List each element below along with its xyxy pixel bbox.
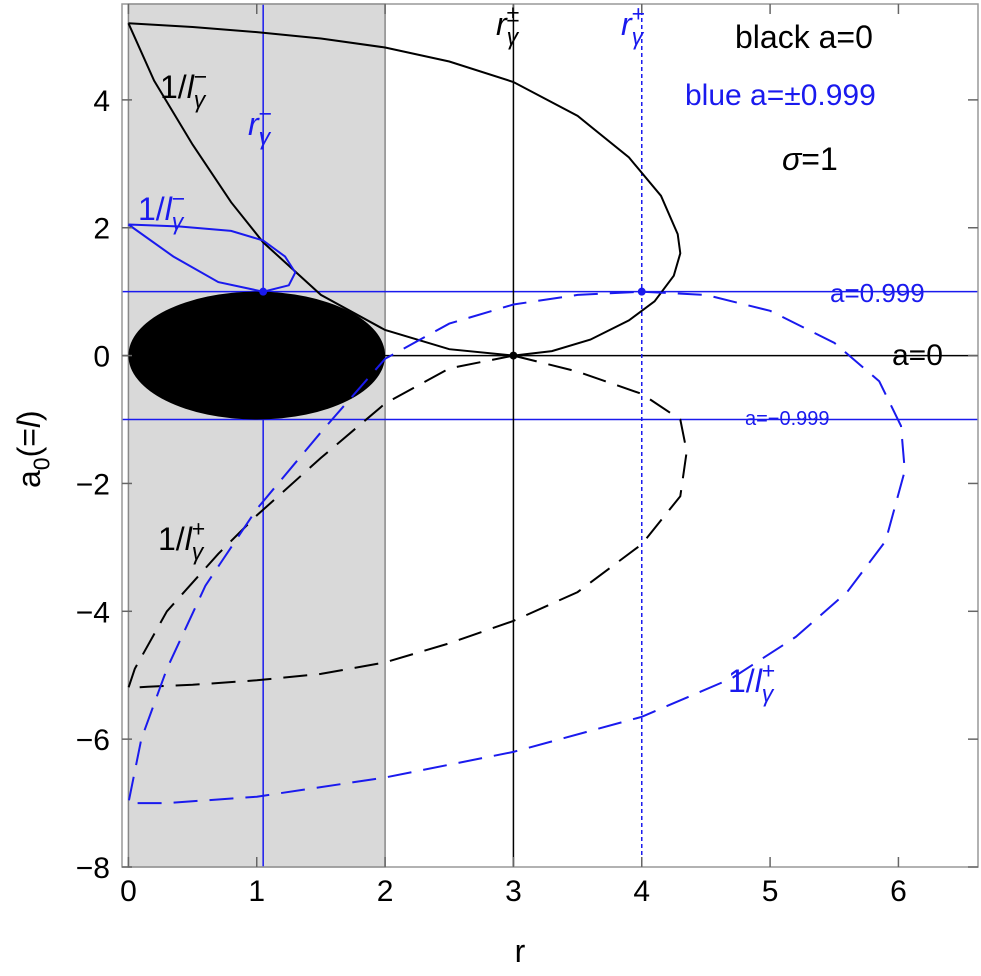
text-part: γ [194,87,207,113]
disk [128,291,386,420]
text-part: r [496,6,508,42]
y-tick-label: −8 [76,852,110,885]
text-part: black a=0 [735,19,873,55]
text-part: blue a=±0.999 [685,79,876,112]
annotation: black a=0 [735,19,873,55]
x-tick-label: 4 [633,875,650,908]
text-part: a=0.999 [830,278,925,308]
text-part: 1/ [138,191,165,227]
y-axis-label: a0(=l) [11,410,55,488]
annotation: a=0 [892,339,943,372]
text-part: =1 [801,141,837,177]
annotation: rγ± [496,1,520,50]
text-part: γ [259,124,272,150]
text-part: − [172,186,185,212]
plot-frame [121,3,979,868]
text-part: 1/ [158,521,185,557]
text-part: (= [11,428,47,457]
curve [126,354,688,690]
text-part: γ [507,24,520,50]
text-part: a [11,470,47,488]
curve [127,223,297,293]
y-tick-label: 0 [93,341,110,374]
annotation: rγ+ [621,1,645,50]
point [259,287,268,296]
text-part: l [185,521,193,557]
x-tick-label: 3 [505,875,522,908]
text-part: + [762,658,775,684]
text-part: + [192,516,205,542]
x-tick-label: 2 [377,875,394,908]
text-part: 0 [29,457,55,470]
y-tick-label: 4 [93,85,110,118]
annotation: rγ− [248,101,272,150]
point [509,351,518,360]
annotation: 1/lγ− [160,64,207,113]
text-part: r [248,106,260,142]
annotation: a=−0.999 [745,408,830,430]
text-part: 1/ [728,663,755,699]
text-part: ) [11,410,47,421]
shaded-region [127,3,386,868]
text-part: γ [192,539,205,565]
text-part: + [632,1,645,27]
x-tick-label: 0 [120,875,137,908]
point [637,287,646,296]
text-part: 1/ [160,69,187,105]
text-part: l [165,191,173,227]
curve [127,22,682,357]
text-part: a=0 [892,339,943,372]
y-tick-label: −6 [76,724,110,757]
annotation: 1/lγ+ [728,658,775,707]
text-part: − [194,64,207,90]
x-tick-label: 1 [248,875,265,908]
annotation: blue a=±0.999 [685,79,876,112]
text-part: r [621,6,633,42]
text-part: a=−0.999 [745,408,830,430]
annotation: σ=1 [782,141,838,177]
y-tick-label: 2 [93,213,110,246]
y-tick-label: −4 [76,596,110,629]
text-part: l [11,420,47,428]
x-tick-label: 6 [890,875,907,908]
text-part: − [259,101,272,127]
text-part: γ [762,681,775,707]
text-part: l [755,663,763,699]
text-part: σ [782,141,803,177]
text-part: l [187,69,195,105]
curve [127,290,906,805]
text-part: γ [172,209,185,235]
text-part: γ [632,24,645,50]
annotation: 1/lγ+ [158,516,205,565]
x-tick-label: 5 [762,875,779,908]
annotation: 1/lγ− [138,186,185,235]
text-part: ± [507,1,520,27]
y-tick-label: −2 [76,468,110,501]
y-axis-label-text: a0(=l) [11,410,55,488]
x-axis-label: r [515,933,526,969]
annotation: a=0.999 [830,278,925,308]
